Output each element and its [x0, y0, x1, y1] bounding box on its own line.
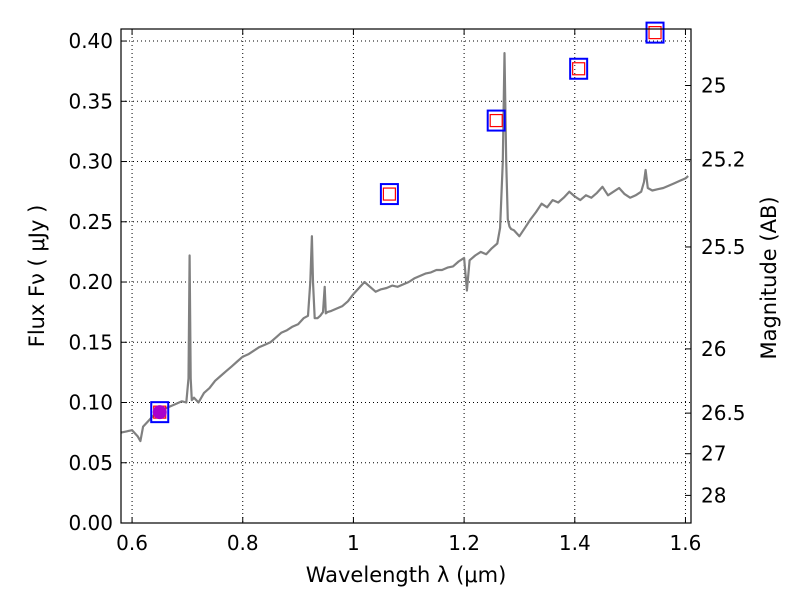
y-tick-label: 0.30 [68, 150, 113, 174]
right-tick-label: 27 [701, 442, 726, 466]
plot-background [121, 29, 691, 523]
photometry-point-outer [486, 109, 506, 132]
y-tick-label: 0.00 [68, 511, 113, 535]
highlight-point [152, 405, 167, 420]
y-tick-label: 0.35 [68, 89, 113, 113]
x-tick-label: 1.4 [559, 531, 591, 555]
right-tick-label: 26 [701, 337, 726, 361]
photometry-point-inner [572, 62, 586, 76]
plot-frame [120, 28, 692, 524]
photometry-point-outer [379, 183, 399, 206]
y-tick-label: 0.15 [68, 330, 113, 354]
points-layer [150, 21, 665, 424]
x-tick-label: 0.6 [116, 531, 148, 555]
photometry-point-outer [150, 401, 170, 424]
x-axis-label: Wavelength λ (μm) [306, 563, 507, 587]
x-tick-label: 1.2 [448, 531, 480, 555]
y-tick-label: 0.25 [68, 210, 113, 234]
photometry-point-inner [648, 26, 662, 40]
photometry-point-inner [489, 113, 503, 128]
right-tick-label: 26.5 [701, 401, 746, 425]
spectrum-layer [120, 51, 689, 443]
y-tick-label: 0.05 [68, 451, 113, 475]
y-axis-label: Flux Fν ( μJy ) [25, 205, 49, 348]
right-tick-label: 25 [701, 74, 726, 98]
y-tick-label: 0.20 [68, 270, 113, 294]
x-tick-label: 0.8 [227, 531, 259, 555]
right-tick-label: 25.5 [701, 235, 746, 259]
x-tick-label: 1.6 [670, 531, 702, 555]
ticks-layer: 0.6 0.8 1 1.2 1.4 1.6 0.00 0.05 0.10 0.15 0.20 0.25… [68, 29, 746, 555]
spectrum-line [120, 51, 689, 443]
right-axis-label: Magnitude (AB) [757, 196, 781, 359]
y-tick-label: 0.10 [68, 391, 113, 415]
x-tick-label: 1 [347, 531, 360, 555]
y-tick-label: 0.40 [68, 29, 113, 53]
photometry-point-inner [382, 187, 396, 201]
right-tick-label: 28 [701, 483, 726, 507]
right-tick-label: 25.2 [701, 148, 746, 172]
photometry-point-outer [569, 57, 589, 80]
photometry-point-outer [645, 21, 665, 44]
